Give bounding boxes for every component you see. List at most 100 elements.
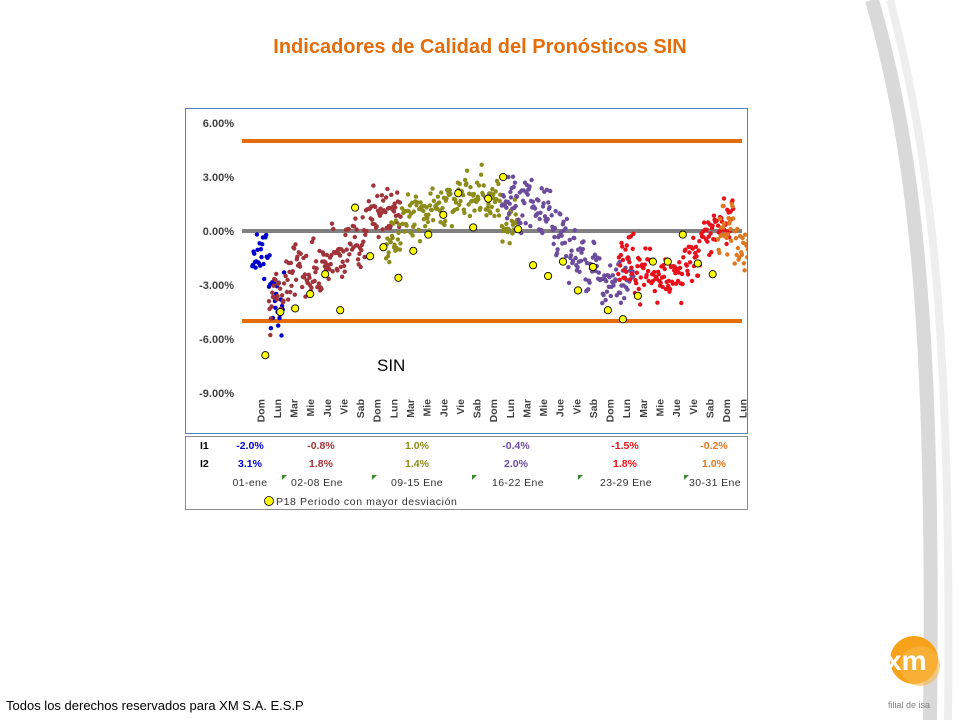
max-deviation-point — [663, 257, 672, 266]
table-i2-value: 1.8% — [309, 458, 334, 470]
data-point — [449, 224, 455, 229]
data-point — [388, 239, 393, 245]
data-point — [694, 254, 699, 259]
max-deviation-point — [544, 271, 553, 281]
data-point — [613, 277, 618, 282]
max-deviation-point — [678, 230, 687, 239]
data-point — [510, 231, 515, 236]
data-point — [552, 226, 558, 231]
table-period-label: 30-31 Ene — [689, 477, 741, 489]
data-point — [304, 253, 309, 258]
data-point — [729, 238, 734, 243]
table-i1-value: -0.2% — [700, 440, 728, 452]
data-point — [727, 219, 733, 224]
data-point — [344, 247, 349, 252]
data-point — [620, 244, 625, 249]
data-point — [579, 250, 584, 255]
data-point — [395, 237, 401, 242]
data-point — [578, 258, 584, 264]
data-point — [389, 192, 394, 197]
data-point — [604, 289, 610, 294]
cell-marker — [684, 475, 689, 480]
data-point — [464, 168, 470, 173]
data-point — [572, 235, 577, 241]
data-point — [268, 316, 274, 321]
max-deviation-point — [291, 304, 300, 313]
data-point — [512, 180, 518, 185]
data-point — [742, 268, 747, 273]
data-point — [611, 283, 616, 288]
data-point — [520, 213, 525, 218]
x-tick-label: Jue — [438, 399, 450, 417]
data-point — [564, 216, 570, 222]
data-point — [602, 273, 607, 278]
data-point — [514, 194, 520, 199]
x-tick-label: Dom — [255, 399, 267, 422]
data-point — [553, 209, 558, 214]
x-tick-label: Dom — [721, 399, 733, 422]
data-point — [326, 276, 331, 282]
data-point — [608, 263, 613, 268]
max-deviation-point — [351, 203, 360, 212]
indicator-table-graphic: I1 I2 -2.0% 3.1% -0.8% 1.8% 1.0% 1.4% -0.4% 2.0% -… — [200, 440, 741, 508]
data-point — [439, 190, 444, 195]
data-point — [418, 200, 423, 205]
data-point — [363, 232, 368, 237]
data-point — [489, 204, 494, 210]
data-point — [683, 247, 688, 252]
data-point — [616, 271, 621, 277]
data-point — [292, 292, 297, 297]
data-point — [652, 269, 657, 275]
x-tick-label: Mie — [655, 399, 667, 417]
data-point — [279, 333, 284, 338]
data-point — [286, 297, 291, 302]
data-point — [539, 186, 544, 191]
data-point — [618, 290, 623, 296]
data-point — [542, 214, 548, 219]
data-point — [472, 208, 477, 213]
y-axis: 6.00% 3.00% 0.00% -3.00% -6.00% -9.00% — [199, 118, 234, 400]
data-point — [309, 285, 314, 290]
data-point — [435, 194, 441, 199]
data-point — [458, 198, 463, 204]
data-point — [572, 228, 578, 233]
data-point — [324, 252, 329, 258]
table-period-label: 09-15 Ene — [391, 477, 443, 489]
data-point — [271, 283, 276, 288]
data-point — [424, 205, 429, 210]
data-point — [508, 189, 513, 195]
max-deviation-point — [484, 194, 493, 203]
data-point — [513, 203, 518, 209]
table-i1-value: 1.0% — [405, 440, 430, 452]
data-point — [371, 183, 376, 188]
data-point — [661, 274, 667, 279]
data-point — [267, 253, 272, 258]
data-point — [440, 205, 445, 211]
data-point — [720, 203, 725, 209]
data-point — [430, 218, 436, 223]
data-point — [292, 246, 297, 251]
data-point — [374, 224, 379, 229]
data-point — [492, 213, 497, 219]
data-point — [486, 201, 491, 206]
data-point — [490, 186, 495, 192]
cell-marker — [372, 475, 377, 480]
data-point — [583, 277, 588, 282]
data-point — [261, 261, 266, 267]
data-point — [525, 192, 530, 197]
data-point — [679, 271, 685, 277]
max-deviation-point — [321, 270, 330, 279]
data-point — [340, 259, 345, 264]
data-point — [604, 278, 609, 284]
data-point — [619, 240, 624, 246]
table-i1-value: -0.4% — [502, 440, 530, 452]
data-point — [580, 247, 585, 252]
data-point — [387, 259, 392, 265]
data-point — [288, 289, 293, 295]
data-point — [396, 230, 401, 235]
max-deviation-point — [366, 252, 375, 261]
data-point — [570, 258, 576, 264]
data-point — [545, 216, 550, 222]
data-point — [566, 280, 572, 286]
data-point — [277, 315, 282, 321]
